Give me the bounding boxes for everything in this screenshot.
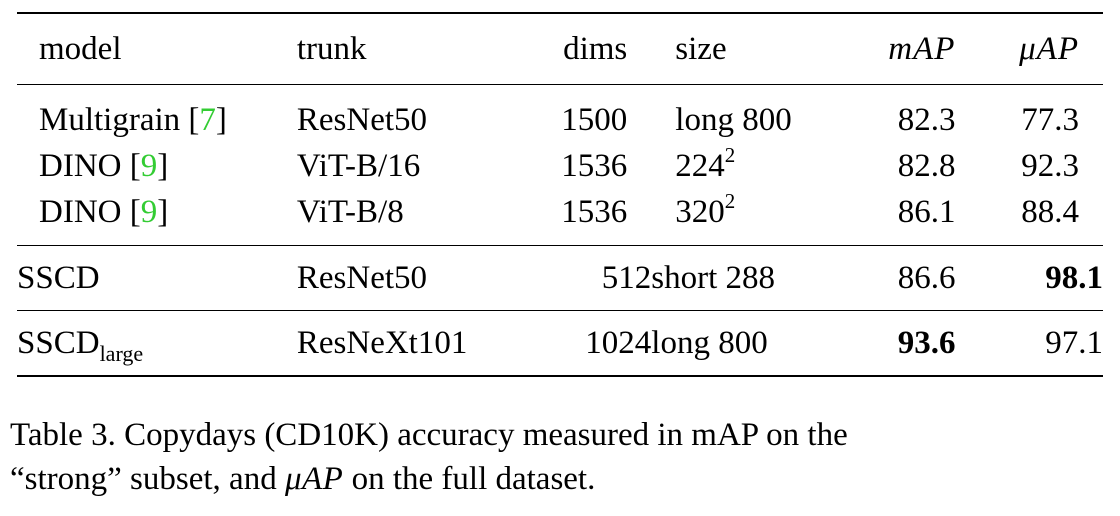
- table-header-row: model trunk dims size mAP μAP: [17, 13, 1103, 85]
- table-row: SSCD ResNet50 512 short 288 86.6 98.1: [17, 245, 1103, 311]
- table-row: DINO [9] ViT-B/8 1536 3202 86.1 88.4: [17, 189, 1103, 246]
- cell-map-best: 93.6: [897, 324, 956, 361]
- cell-dims: 1500: [561, 101, 628, 138]
- model-name: SSCD: [17, 324, 100, 361]
- cell-dims: 1536: [561, 147, 628, 184]
- header-model: model: [39, 30, 122, 67]
- citation-bracket: ]: [157, 147, 169, 184]
- cell-size: long 800: [675, 101, 792, 138]
- cell-model: SSCD: [17, 259, 100, 296]
- cell-size: 3202: [651, 189, 849, 246]
- caption-line-2: “strong” subset, and μAP on the full dat…: [10, 457, 1110, 501]
- caption-text-end: on the full dataset.: [343, 461, 596, 497]
- cell-muap: 88.4: [1021, 193, 1079, 230]
- table-row: SSCDlarge ResNeXt101 1024 long 800 93.6 …: [17, 310, 1103, 377]
- citation-bracket: ]: [157, 193, 169, 230]
- header-trunk: trunk: [296, 30, 367, 67]
- citation-link[interactable]: 9: [140, 193, 158, 230]
- cell-size: long 800: [651, 324, 768, 361]
- cell-size: 2242: [651, 143, 849, 189]
- size-exponent: 2: [724, 142, 736, 167]
- model-subscript: large: [99, 340, 144, 366]
- cell-model: DINO [9]: [17, 143, 297, 189]
- header-size: size: [675, 30, 727, 67]
- cell-muap-best: 98.1: [1045, 259, 1103, 296]
- size-value: 224: [675, 147, 725, 184]
- results-table-container: model trunk dims size mAP μAP Multigrain…: [17, 12, 1103, 377]
- caption-text: “strong” subset, and: [10, 461, 285, 497]
- cell-muap: 77.3: [1021, 101, 1079, 138]
- cell-map: 86.6: [897, 259, 956, 296]
- cell-size: short 288: [651, 259, 776, 296]
- header-map: mAP: [888, 30, 956, 67]
- cell-model: Multigrain [7]: [17, 85, 297, 144]
- cell-model: DINO [9]: [17, 189, 297, 246]
- cell-muap: 92.3: [1021, 147, 1079, 184]
- table-caption: Table 3. Copydays (CD10K) accuracy measu…: [10, 413, 1110, 501]
- table-row: DINO [9] ViT-B/16 1536 2242 82.8 92.3: [17, 143, 1103, 189]
- copydays-results-table: model trunk dims size mAP μAP Multigrain…: [17, 12, 1103, 377]
- cell-dims: 1024: [585, 324, 652, 361]
- caption-math: μAP: [284, 461, 344, 497]
- table-row: Multigrain [7] ResNet50 1500 long 800 82…: [17, 84, 1103, 144]
- cell-trunk: ResNet50: [296, 101, 428, 138]
- citation-link[interactable]: 7: [199, 101, 216, 138]
- cell-map: 82.3: [897, 101, 956, 138]
- cell-dims: 512: [601, 259, 652, 296]
- size-value: 320: [675, 193, 725, 230]
- model-name: Multigrain [: [39, 101, 200, 138]
- cell-model: SSCDlarge: [17, 311, 297, 377]
- cell-muap: 97.1: [1045, 324, 1103, 361]
- header-dims: dims: [563, 30, 628, 67]
- header-muap: μAP: [1019, 30, 1079, 67]
- cell-trunk: ResNeXt101: [296, 324, 468, 361]
- model-name: DINO [: [39, 147, 141, 184]
- cell-map: 82.8: [897, 147, 956, 184]
- size-exponent: 2: [724, 188, 736, 213]
- caption-line-1: Table 3. Copydays (CD10K) accuracy measu…: [10, 417, 848, 453]
- cell-trunk: ViT-B/8: [296, 193, 404, 230]
- cell-map: 86.1: [897, 193, 956, 230]
- cell-trunk: ResNet50: [296, 259, 428, 296]
- cell-dims: 1536: [561, 193, 628, 230]
- cell-trunk: ViT-B/16: [296, 147, 421, 184]
- citation-link[interactable]: 9: [140, 147, 158, 184]
- citation-bracket: ]: [215, 101, 227, 138]
- model-name: DINO [: [39, 193, 141, 230]
